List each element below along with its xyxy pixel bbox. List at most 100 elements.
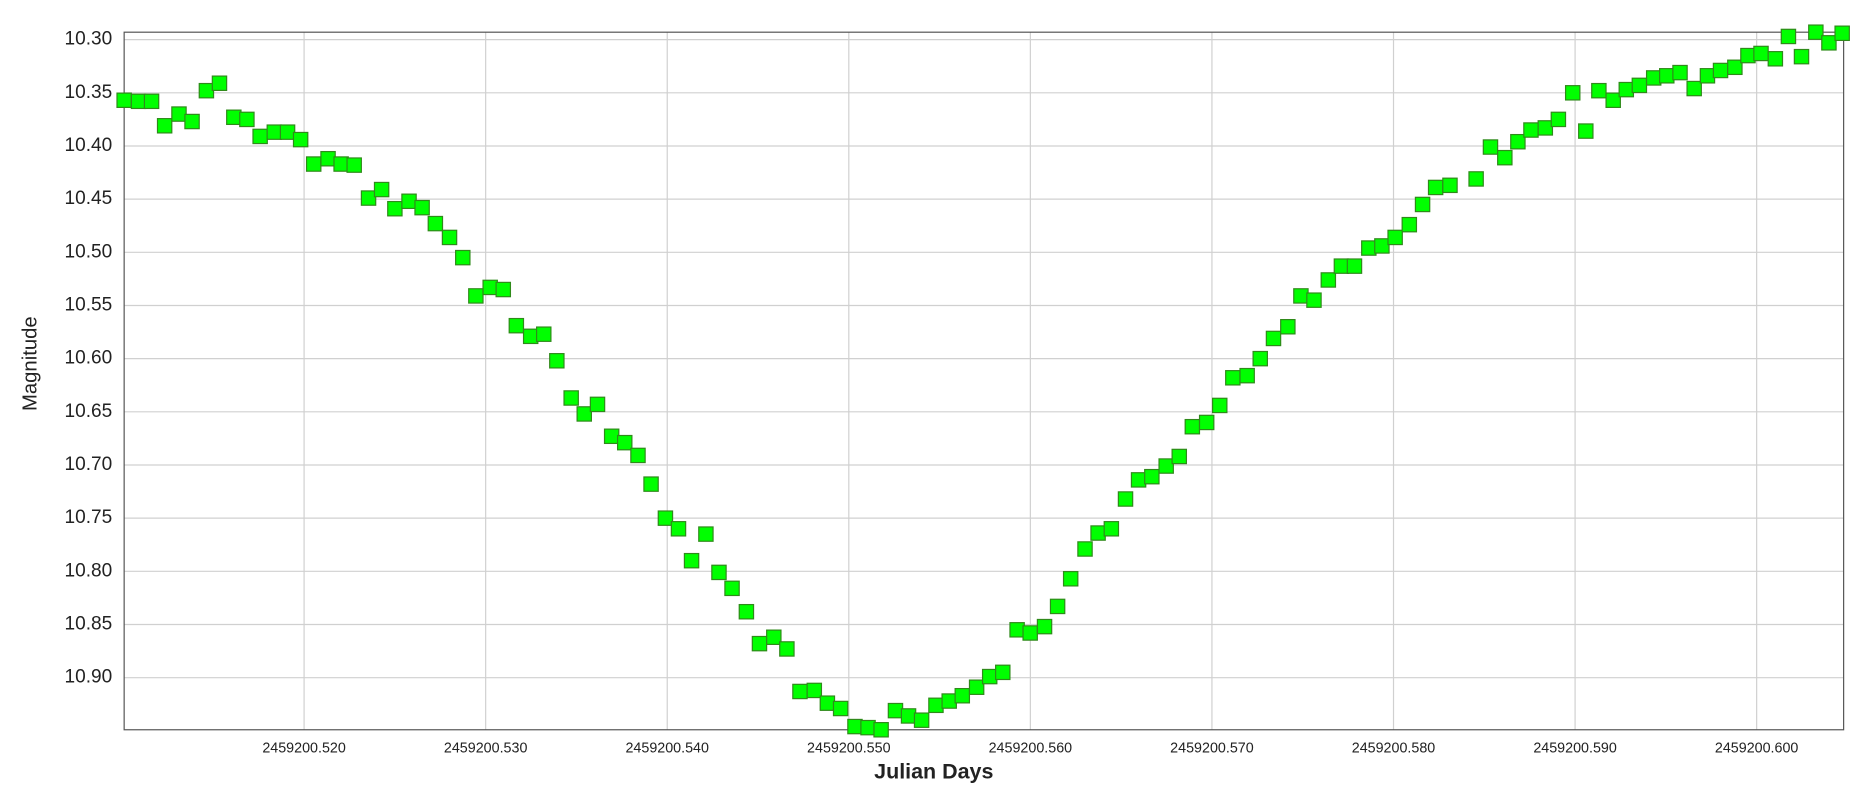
data-point [1130,472,1147,488]
data-point [941,693,957,709]
data-point [1062,571,1079,587]
data-point [1808,24,1824,40]
data-point [779,641,795,657]
y-tick-label: 10.85 [65,614,113,635]
data-point [1171,448,1188,465]
data-point [1753,45,1769,62]
data-point [549,353,565,369]
data-point [1009,622,1025,638]
data-point [1346,258,1363,274]
data-point [1036,618,1053,635]
data-point [1049,598,1066,615]
data-point [495,281,512,298]
data-point [1387,229,1403,246]
data-point [1077,541,1093,557]
data-point [401,193,417,210]
data-point [1374,238,1390,254]
data-point [1645,70,1662,86]
data-point [226,109,242,126]
x-tick-label: 2459200.540 [625,741,709,757]
plot-area [124,32,1844,730]
data-point [1578,123,1594,139]
data-point [1686,80,1702,97]
data-point [860,719,876,736]
data-point [252,128,268,145]
data-point [1834,25,1850,42]
data-point [1144,468,1160,485]
data-point [1497,149,1513,166]
y-tick-label: 10.65 [65,401,113,422]
data-point [981,668,998,685]
data-point [211,75,228,91]
data-point [1821,35,1837,51]
plot-border [123,31,1845,731]
data-point [698,526,714,542]
data-point [1265,330,1282,347]
data-point [1605,92,1621,109]
y-tick-label: 10.40 [65,135,113,156]
data-point [657,510,674,526]
data-point [968,679,985,695]
data-point [576,406,593,422]
data-point [1510,133,1526,150]
x-tick-label: 2459200.580 [1352,741,1436,757]
data-point [143,93,160,110]
x-tick-label: 2459200.560 [989,741,1073,757]
data-point [266,124,283,140]
data-point [1103,521,1120,537]
data-point [1550,111,1567,128]
data-point [847,718,863,735]
y-tick-label: 10.60 [65,348,113,369]
data-point [766,629,782,646]
data-point [482,279,498,296]
data-point [724,580,740,597]
data-point [292,131,309,148]
x-tick-label: 2459200.550 [807,741,891,757]
data-point [1482,139,1499,155]
x-tick-label: 2459200.520 [262,741,346,757]
y-tick-label: 10.80 [65,560,113,581]
data-point [1699,68,1716,84]
data-point [1158,458,1174,474]
data-point [1767,51,1784,67]
data-point [414,199,430,216]
y-tick-label: 10.50 [65,241,113,262]
data-point [1090,525,1106,541]
data-point [333,156,349,172]
x-tick-label: 2459200.570 [1170,741,1254,757]
data-point [1225,370,1241,386]
data-point [508,317,525,334]
y-tick-label: 10.75 [65,507,113,528]
data-point [1523,122,1539,138]
y-tick-label: 10.35 [65,82,113,103]
data-point [346,157,362,173]
x-tick-label: 2459200.530 [444,741,528,757]
data-point [711,564,727,581]
data-point [683,552,700,569]
data-point [616,434,633,451]
data-point [670,521,687,537]
data-point [1618,81,1635,98]
data-point [1184,418,1201,435]
x-tick-label: 2459200.600 [1715,741,1799,757]
data-point [360,190,377,206]
data-point [1442,177,1458,194]
data-point [603,428,620,445]
data-point [116,92,132,109]
data-point [279,124,296,140]
data-point [1280,318,1296,335]
data-point [1672,64,1688,81]
y-tick-label: 10.55 [65,295,113,316]
data-point [1591,82,1607,99]
data-point [751,635,768,652]
data-point [643,476,659,492]
y-tick-label: 10.90 [65,667,113,688]
data-point [1780,28,1797,45]
data-point [873,722,889,738]
data-point [320,150,336,167]
data-point [441,229,458,246]
data-point [954,687,971,704]
data-point [171,106,187,122]
data-point [832,700,849,717]
